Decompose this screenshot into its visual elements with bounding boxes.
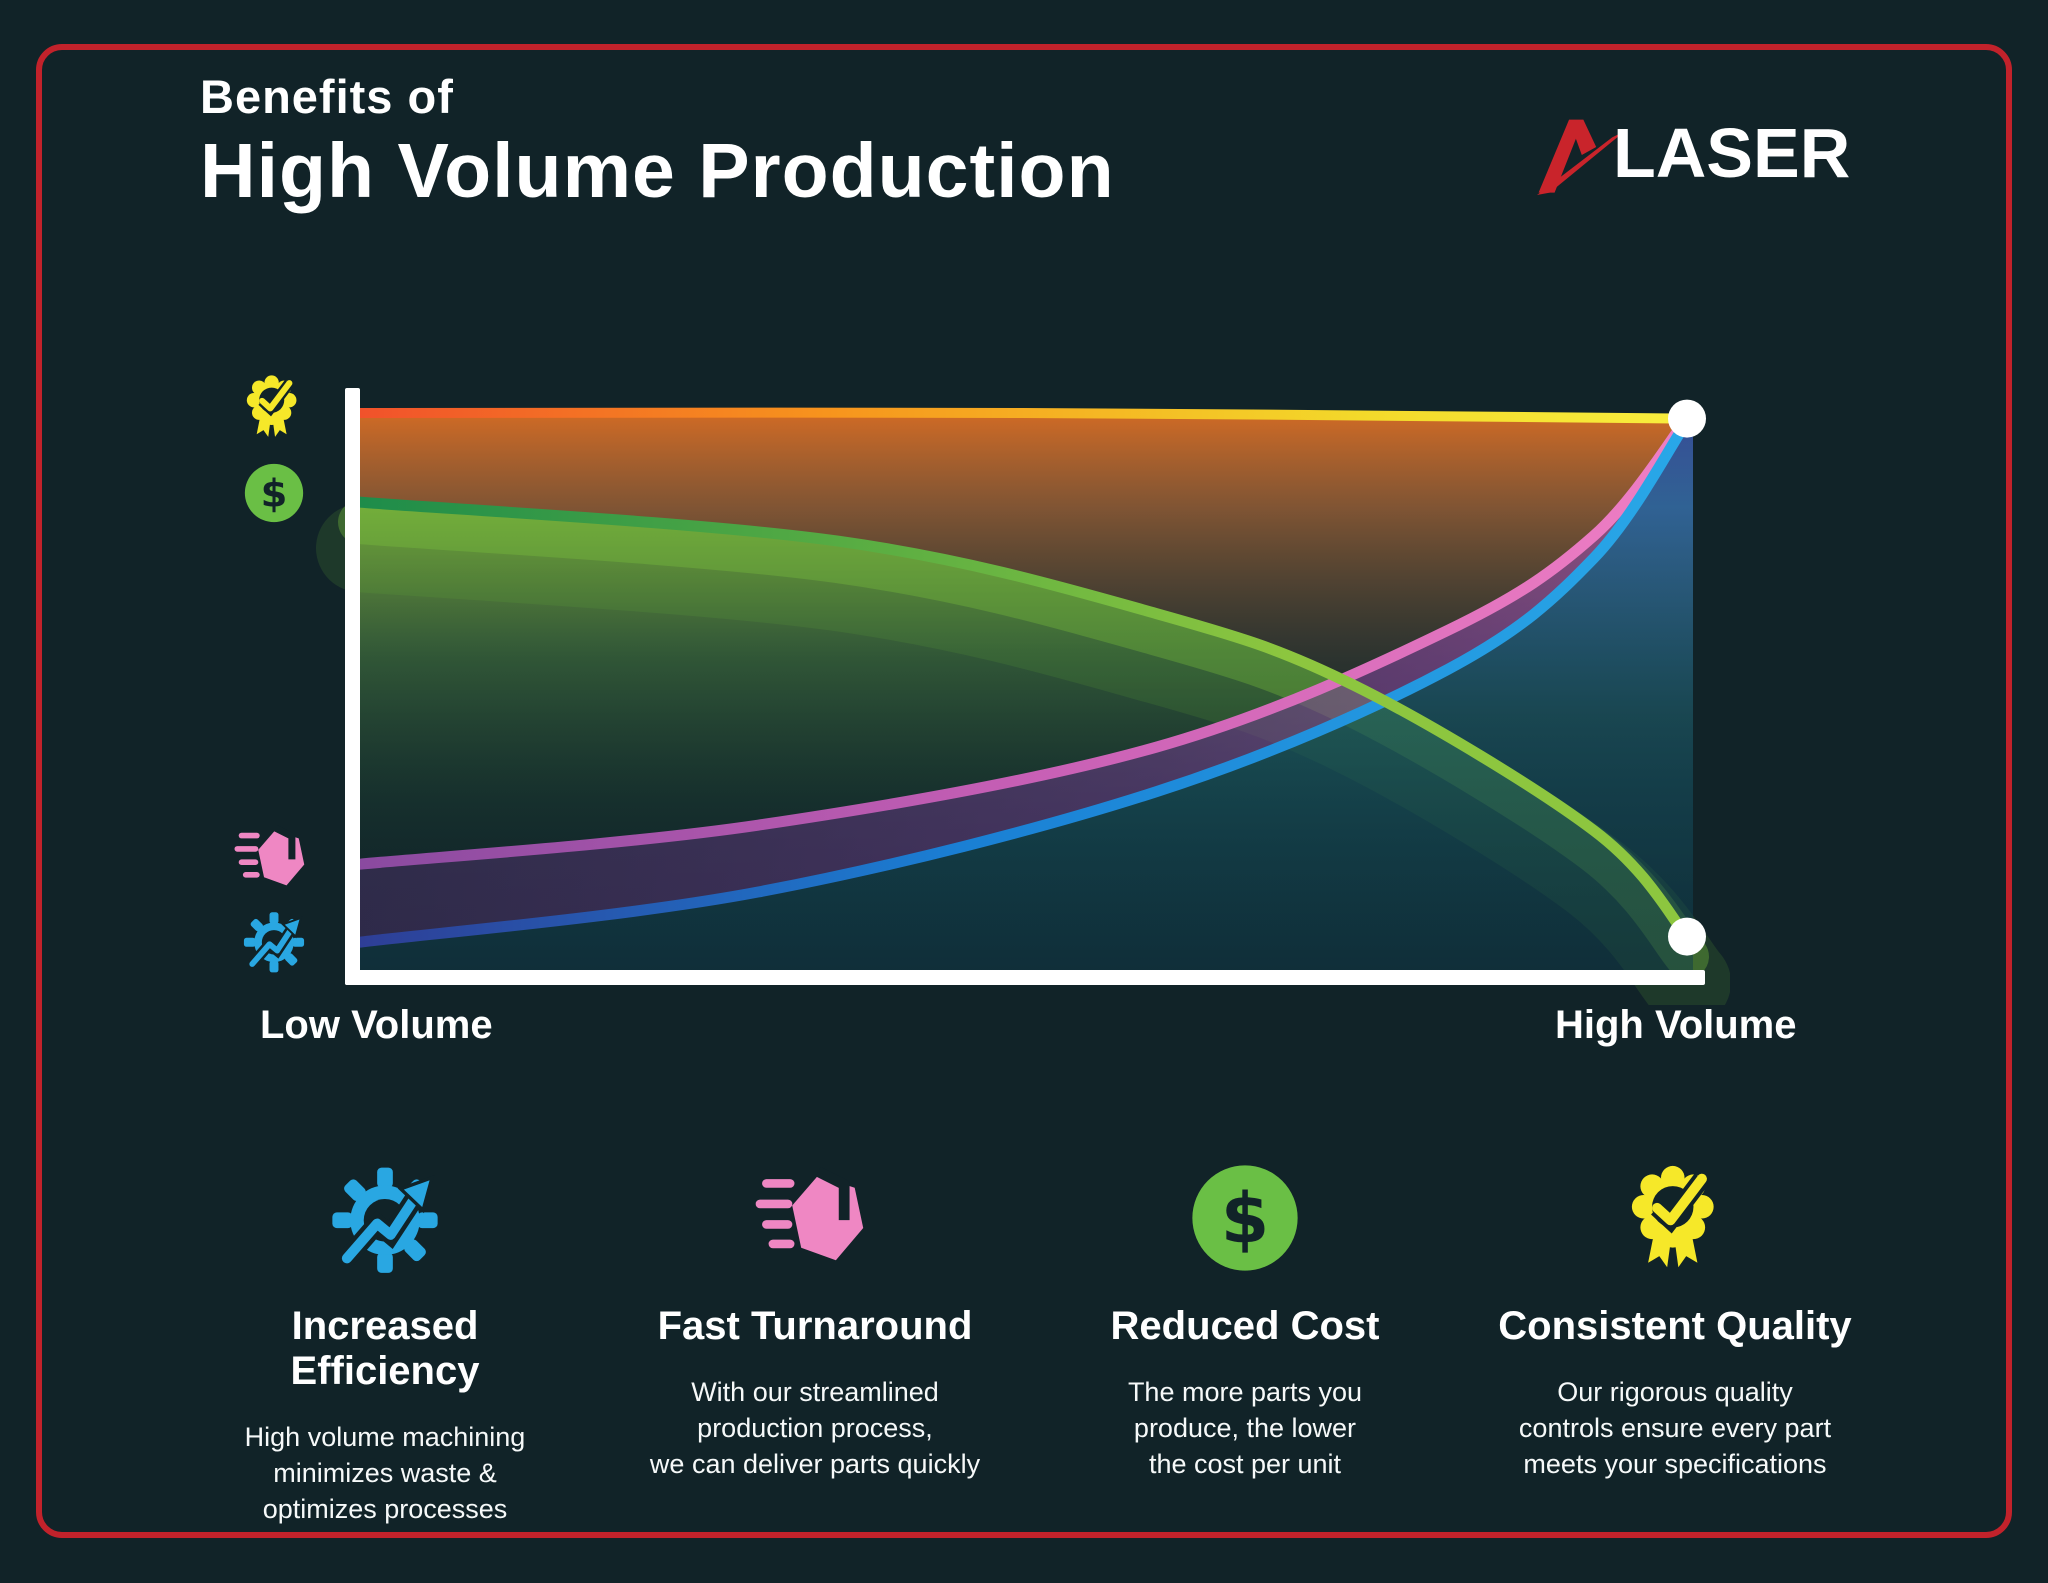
benefit-description: High volume machining minimizes waste & … [244, 1422, 526, 1524]
benefit-description: The more parts you produce, the lower th… [1127, 1377, 1363, 1479]
benefit-fast-turnaround: Fast Turnaround With our streamlined pro… [600, 1158, 1030, 1528]
axis [345, 388, 360, 985]
benefit-increased-efficiency: Increased Efficiency High volume machini… [170, 1158, 600, 1528]
alaser-logo: LASER [1537, 112, 1850, 198]
logo-a-swoosh-icon [1537, 112, 1625, 198]
title-line-2: High Volume Production [200, 128, 1115, 215]
benefit-icon-wrap [1054, 1158, 1436, 1278]
benefit-icon-wrap [1484, 1158, 1866, 1278]
benefit-title: Increased Efficiency [290, 1304, 480, 1393]
benefit-title: Consistent Quality [1498, 1304, 1852, 1348]
title-line-1: Benefits of [200, 70, 454, 123]
benefit-curves-chart: Low Volume High Volume [230, 365, 1796, 1085]
benefits-row: Increased Efficiency High volume machini… [170, 1158, 1890, 1528]
logo-text: LASER [1613, 114, 1851, 192]
benefit-title: Fast Turnaround [657, 1304, 973, 1348]
gear-icon [329, 1162, 441, 1274]
badge-icon [1619, 1162, 1731, 1274]
endpoint-marker [1668, 917, 1706, 956]
page-title: Benefits of High Volume Production [200, 72, 1115, 212]
axis [345, 970, 1705, 985]
endpoint-marker [1668, 399, 1706, 438]
fast-box-icon [752, 1164, 878, 1272]
benefit-title: Reduced Cost [1110, 1304, 1380, 1348]
benefit-icon-wrap [624, 1158, 1006, 1278]
x-axis-label-high: High Volume [1555, 1003, 1797, 1047]
x-axis-label-low: Low Volume [260, 1003, 493, 1047]
benefit-description: Our rigorous quality controls ensure eve… [1518, 1377, 1832, 1479]
benefit-description: With our streamlined production process,… [649, 1377, 981, 1479]
benefit-reduced-cost: Reduced Cost The more parts you produce,… [1030, 1158, 1460, 1528]
benefit-consistent-quality: Consistent Quality Our rigorous quality … [1460, 1158, 1890, 1528]
dollar-icon [1189, 1162, 1301, 1274]
chart-canvas [316, 388, 1730, 1005]
benefit-icon-wrap [194, 1158, 576, 1278]
